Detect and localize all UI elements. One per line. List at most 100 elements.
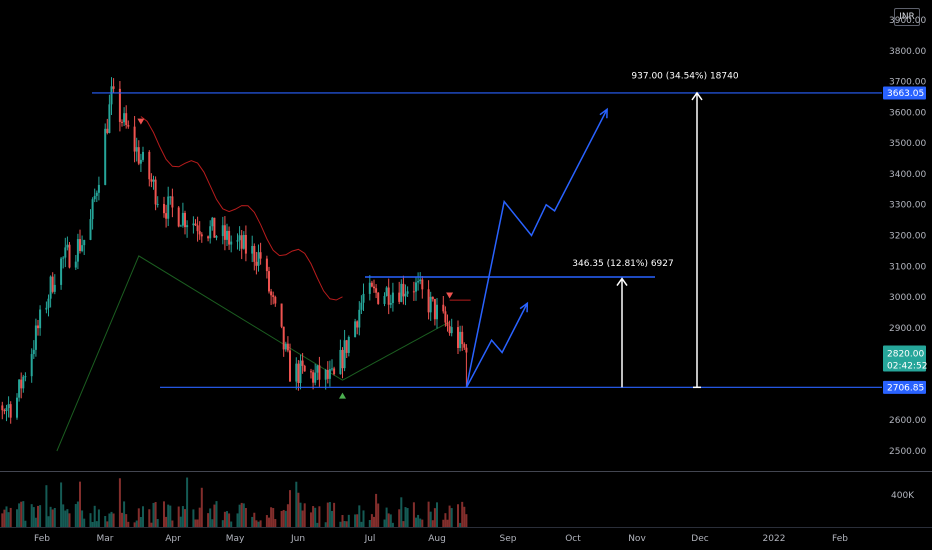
volume-bar [419, 518, 422, 527]
volume-bar [1, 513, 4, 527]
time-tick-label: Feb [832, 534, 848, 544]
candle-body [286, 343, 289, 351]
volume-bar [368, 520, 371, 527]
volume-bar [265, 515, 268, 527]
volume-bar [299, 502, 302, 527]
candle-body [16, 397, 18, 418]
time-tick-label: Oct [565, 534, 581, 544]
volume-bar [108, 513, 111, 527]
candle-body [251, 245, 254, 254]
candle-body [121, 121, 123, 123]
volume-bar [259, 520, 262, 527]
volume-bar [194, 519, 197, 527]
volume-axis: 400K [891, 491, 915, 501]
volume-bar [104, 516, 107, 527]
chart-separators [0, 471, 932, 528]
volume-bar [289, 490, 291, 527]
volume-bar [377, 503, 380, 527]
candle-body [265, 258, 268, 272]
volume-bar [310, 512, 312, 527]
volume-bar [186, 477, 189, 527]
candle-body [194, 223, 197, 226]
candle-body [97, 184, 100, 193]
candle-body [64, 247, 67, 258]
volume-bar [181, 506, 184, 527]
candle-body [444, 311, 447, 323]
candle-body [66, 244, 69, 248]
candle-body [257, 252, 260, 266]
volume-bar [60, 482, 63, 527]
volume-bar [345, 521, 348, 527]
volume-bar [297, 492, 300, 527]
candle-body [433, 299, 436, 320]
sell-signal-marker [137, 118, 145, 125]
volume-bar [318, 506, 321, 527]
volume-bar [150, 522, 153, 527]
candle-body [448, 326, 451, 334]
volume-bar [112, 513, 115, 527]
candle-body [47, 298, 50, 308]
volume-bar [47, 516, 50, 527]
volume-bar [83, 518, 86, 527]
volume-bar [64, 510, 67, 527]
candle-body [421, 279, 424, 290]
bar-countdown: 02:42:52 [887, 361, 927, 371]
candle-body [310, 371, 312, 373]
candle-body [152, 179, 155, 182]
candle-body [461, 331, 464, 345]
candle-body [427, 289, 430, 313]
candle-body [45, 307, 48, 310]
candle-body [32, 349, 35, 355]
price-tick-label: 2900.00 [889, 324, 926, 334]
projection-path-large[interactable] [465, 108, 608, 388]
volume-bar [20, 501, 23, 527]
volume-bar [106, 521, 109, 527]
candle-body [417, 281, 420, 283]
volume-bar [18, 503, 21, 527]
volume-bar [163, 501, 165, 527]
candle-body [370, 282, 373, 287]
candle-body [165, 213, 168, 219]
price-tick-label: 3400.00 [889, 170, 926, 180]
volume-bar [463, 506, 466, 527]
projection-path-small[interactable] [465, 302, 528, 388]
candle-body [324, 369, 327, 380]
candle-body [316, 365, 319, 373]
price-tick-label: 3000.00 [889, 293, 926, 303]
candle-body [167, 196, 170, 219]
price-tick-label: 2500.00 [889, 447, 926, 457]
candle-body [198, 231, 201, 235]
volume-bar [152, 502, 155, 527]
volume-bar [49, 506, 52, 527]
volume-bar [421, 519, 424, 527]
candle-body [240, 235, 243, 249]
candle-body [62, 257, 65, 259]
resistance-price-tag-bg [883, 86, 926, 100]
currency-badge[interactable]: INR [894, 8, 920, 26]
candle-body [3, 410, 6, 412]
candle-body [7, 404, 10, 409]
candle-body [181, 212, 184, 226]
candle-body [328, 369, 331, 379]
candle-body [95, 192, 98, 196]
candlesticks [1, 77, 468, 424]
volume-bar [207, 513, 210, 527]
volume-bar [251, 516, 254, 527]
volume-bar [121, 512, 123, 527]
time-axis[interactable]: Feb Mar Apr May Jun Jul Aug Sep Oct Nov Dec 2022 Feb [34, 534, 848, 544]
volume-bar [312, 506, 315, 527]
stop-line [140, 116, 343, 301]
candle-body [53, 284, 56, 292]
drawing-tools[interactable] [92, 91, 882, 389]
candle-body [463, 344, 466, 348]
volume-bar [385, 507, 388, 527]
price-tick-label: 3900.00 [889, 16, 926, 26]
candle-body [238, 235, 241, 241]
candle-body [343, 340, 346, 369]
candle-body [383, 295, 386, 304]
volume-bar [123, 501, 126, 527]
volume-bar [230, 521, 233, 527]
candle-body [345, 340, 348, 353]
price-tick-label: 3200.00 [889, 232, 926, 242]
